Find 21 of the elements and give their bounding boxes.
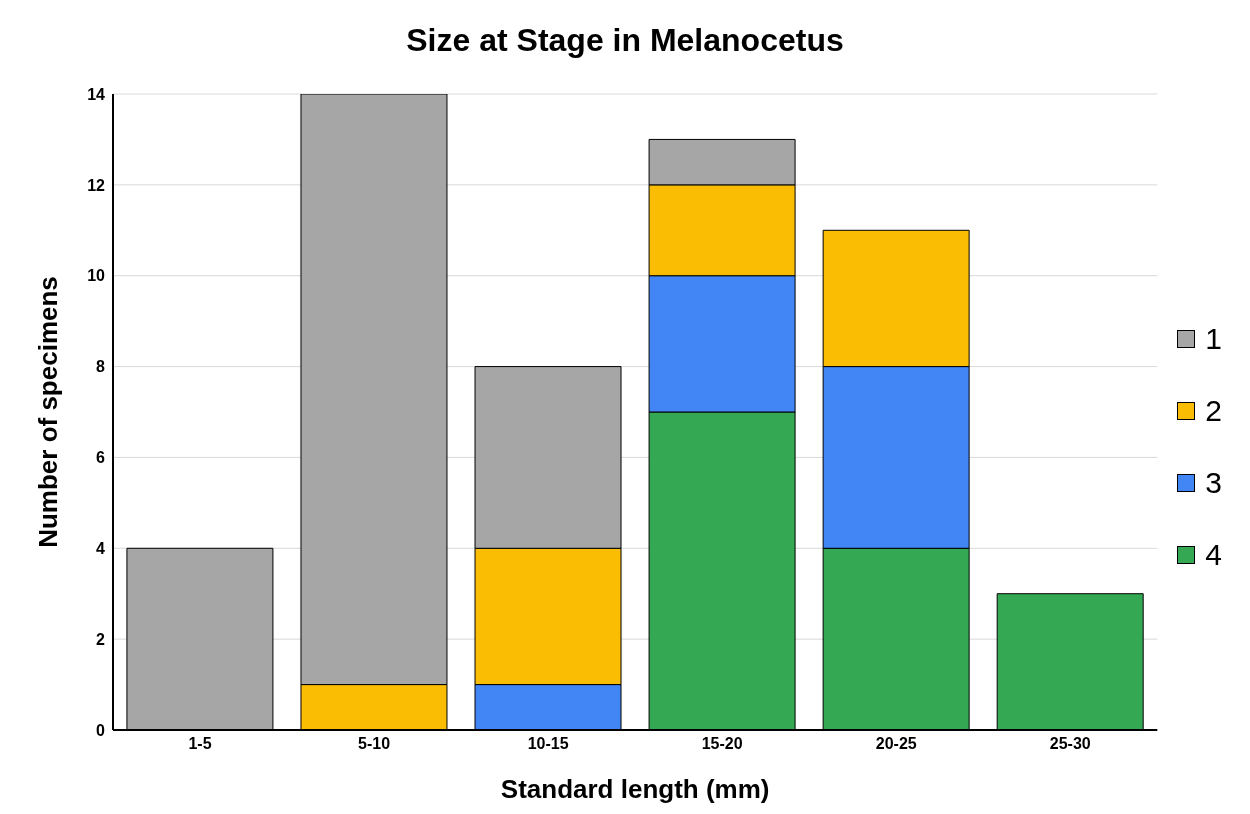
x-tick-label: 5-10 <box>358 735 391 753</box>
y-tick-label: 6 <box>96 449 106 467</box>
x-tick-label: 20-25 <box>875 735 917 753</box>
chart-title: Size at Stage in Melanocetus <box>405 21 845 60</box>
x-tick-label: 1-5 <box>188 735 212 753</box>
x-axis-title: Standard length (mm) <box>500 774 770 804</box>
y-tick-label: 0 <box>96 721 106 739</box>
y-tick-label: 4 <box>96 539 106 557</box>
y-tick-label: 14 <box>87 85 106 103</box>
y-axis-title: Number of specimens <box>33 276 64 548</box>
legend-label: 1 <box>1205 322 1222 356</box>
x-tick-label: 25-30 <box>1049 735 1091 753</box>
y-tick-label: 10 <box>87 267 106 285</box>
y-tick-label: 8 <box>96 358 106 376</box>
legend-label: 4 <box>1205 538 1222 572</box>
legend-label: 3 <box>1205 466 1222 500</box>
x-tick-label: 10-15 <box>527 735 569 753</box>
y-tick-label: 2 <box>96 630 106 648</box>
x-tick-label: 15-20 <box>701 735 743 753</box>
legend-label: 2 <box>1205 394 1222 428</box>
y-tick-label: 12 <box>87 176 106 194</box>
